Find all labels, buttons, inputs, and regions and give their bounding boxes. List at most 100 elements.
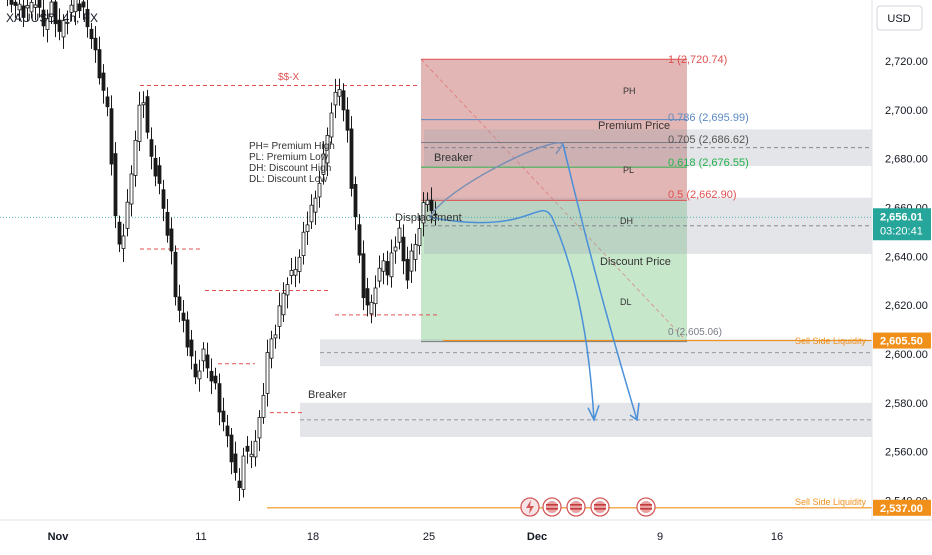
candle-body xyxy=(429,199,434,212)
time-axis[interactable]: Nov 11 18 25 Dec 9 16 xyxy=(0,519,932,550)
projection-arrows xyxy=(429,142,640,422)
candle-body xyxy=(385,261,390,276)
candle-body xyxy=(141,102,146,106)
sell-side-tag-2-bg xyxy=(873,499,931,516)
breaker-top-label: Breaker xyxy=(434,152,473,164)
legend-line-4: DL: Discount Low xyxy=(249,174,328,185)
countdown-tag: 03:20:41 xyxy=(880,225,923,237)
sell-side-liquidity-label-2: Sell Side Liquidity xyxy=(795,497,867,507)
candle-body xyxy=(69,4,74,13)
candle-body xyxy=(325,135,330,164)
arrow-down-head-right xyxy=(629,402,640,422)
candle-body xyxy=(237,480,242,489)
candle-body xyxy=(93,37,98,51)
ssx-label: $$-X xyxy=(278,72,299,83)
candle-body xyxy=(209,370,214,382)
premium-zone xyxy=(421,59,687,201)
candle-body xyxy=(337,89,342,97)
event-us-flag-icon-1[interactable] xyxy=(542,497,562,517)
candle-body xyxy=(305,224,310,233)
x-tick-label: 11 xyxy=(195,531,206,543)
candle-body xyxy=(77,3,82,12)
candle-body xyxy=(321,153,326,175)
pl-label: PL xyxy=(623,165,634,175)
x-tick-label: 16 xyxy=(771,531,783,543)
x-tick-label: 18 xyxy=(307,531,319,543)
y-tick-label: 2,680.00 xyxy=(885,154,928,166)
candle-body xyxy=(101,72,106,91)
event-us-flag-icon-3[interactable] xyxy=(590,497,610,517)
candle-body xyxy=(297,256,302,272)
candle-body xyxy=(125,201,130,229)
candle-body xyxy=(409,250,414,272)
candle-body xyxy=(269,338,274,359)
candle-body xyxy=(249,453,254,458)
event-lightning-icon[interactable] xyxy=(520,497,540,517)
candle-body xyxy=(133,139,138,176)
x-tick-label: Nov xyxy=(48,531,70,543)
candle-body xyxy=(201,348,206,362)
y-tick-label: 2,620.00 xyxy=(885,300,928,312)
event-us-flag-icon-4[interactable] xyxy=(636,497,656,517)
breaker-bands xyxy=(300,129,872,437)
candle-body xyxy=(157,165,162,184)
candle-body xyxy=(329,112,334,138)
sell-side-liquidity-label-1: Sell Side Liquidity xyxy=(795,336,867,346)
candle-body xyxy=(389,252,394,278)
candle-body xyxy=(109,108,114,165)
candle-body xyxy=(357,224,362,256)
candle-body xyxy=(81,1,86,8)
candle-body xyxy=(373,287,378,305)
candle-body xyxy=(97,49,102,79)
candle-body xyxy=(61,20,66,38)
currency-button-label[interactable]: USD xyxy=(887,13,910,25)
candle-body xyxy=(421,202,426,224)
candle-body xyxy=(65,22,70,24)
candle-body xyxy=(49,1,54,18)
y-tick-label: 2,600.00 xyxy=(885,349,928,361)
candle-body xyxy=(89,28,94,40)
annotations: XAUUSD, 4h, FX $$-X PH= Premium High PL:… xyxy=(6,11,867,507)
dl-label: DL xyxy=(620,297,632,307)
candle-body xyxy=(173,251,178,298)
fib-label-1: 1 (2,720.74) xyxy=(668,54,727,66)
sell-side-tag-2: 2,537.00 xyxy=(880,503,923,515)
candle-body xyxy=(193,363,198,378)
event-us-flag-icon-2[interactable] xyxy=(566,497,586,517)
candle-body xyxy=(45,18,50,30)
candle-body xyxy=(21,5,26,18)
candle-body xyxy=(217,383,222,413)
symbol-label: XAUUSD, 4h, FX xyxy=(6,11,98,25)
candle-body xyxy=(149,139,154,157)
candle-body xyxy=(293,269,298,276)
candle-body xyxy=(365,288,370,306)
y-tick-label: 2,580.00 xyxy=(885,398,928,410)
fib-label-0786: 0.786 (2,695.99) xyxy=(668,112,749,124)
candle-body xyxy=(273,334,278,339)
candle-body xyxy=(301,231,306,257)
candle-body xyxy=(289,270,294,276)
arrow-down-head-left xyxy=(587,405,600,422)
candle-body xyxy=(333,91,338,106)
candle-body xyxy=(29,1,34,13)
x-tick-label: Dec xyxy=(527,531,547,543)
candle-body xyxy=(277,305,282,327)
y-tick-label: 2,720.00 xyxy=(885,56,928,68)
dh-label: DH xyxy=(620,216,633,226)
candle-body xyxy=(225,425,230,437)
candle-body xyxy=(153,157,158,177)
candles xyxy=(7,0,438,502)
candle-body xyxy=(397,227,402,243)
candle-body xyxy=(197,370,202,380)
price-axis[interactable]: 2,540.002,560.002,580.002,600.002,620.00… xyxy=(871,0,932,550)
last-price-tag-bg xyxy=(873,208,931,241)
candle-body xyxy=(245,445,250,452)
y-tick-label: 2,700.00 xyxy=(885,105,928,117)
reference-lines xyxy=(0,58,872,509)
candle-body xyxy=(41,9,46,27)
candle-body xyxy=(233,453,238,473)
currency-button[interactable] xyxy=(876,5,923,31)
candle-body xyxy=(405,258,410,281)
